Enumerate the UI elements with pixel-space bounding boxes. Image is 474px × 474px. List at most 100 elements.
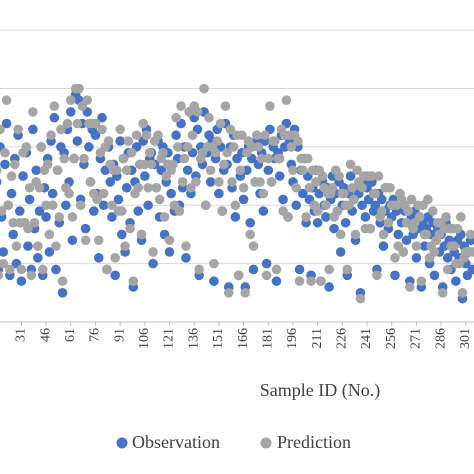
point bbox=[0, 147, 10, 158]
point bbox=[146, 159, 157, 170]
point bbox=[5, 264, 15, 275]
point bbox=[298, 188, 308, 199]
point bbox=[6, 171, 17, 181]
legend-marker bbox=[260, 437, 272, 449]
point bbox=[205, 177, 216, 187]
point bbox=[227, 177, 237, 187]
point bbox=[311, 177, 321, 187]
point bbox=[31, 165, 42, 176]
point bbox=[457, 288, 468, 298]
point bbox=[398, 247, 409, 257]
point bbox=[335, 229, 346, 240]
point bbox=[219, 159, 229, 170]
point bbox=[317, 171, 328, 181]
point bbox=[0, 247, 9, 257]
point bbox=[235, 165, 246, 176]
point bbox=[263, 153, 274, 164]
point bbox=[105, 177, 116, 187]
point bbox=[42, 159, 53, 170]
point bbox=[52, 165, 63, 176]
point bbox=[51, 241, 61, 251]
point bbox=[286, 142, 297, 152]
point bbox=[291, 200, 302, 211]
point bbox=[274, 153, 285, 164]
point bbox=[194, 264, 204, 275]
point bbox=[442, 252, 453, 263]
point bbox=[411, 241, 422, 251]
point bbox=[0, 124, 5, 135]
point bbox=[54, 212, 65, 222]
point bbox=[110, 270, 121, 281]
point bbox=[171, 130, 181, 141]
point bbox=[158, 147, 168, 158]
point bbox=[291, 182, 302, 193]
point bbox=[324, 264, 334, 275]
point bbox=[110, 252, 121, 263]
point bbox=[138, 118, 148, 129]
x-tick-label: 181 bbox=[260, 328, 275, 349]
point bbox=[238, 194, 249, 205]
point bbox=[80, 235, 91, 246]
point bbox=[21, 142, 32, 152]
point bbox=[23, 241, 33, 251]
point bbox=[263, 165, 274, 176]
point bbox=[298, 165, 308, 176]
point bbox=[65, 95, 76, 106]
point bbox=[179, 153, 190, 164]
point bbox=[47, 200, 58, 211]
point bbox=[199, 83, 209, 94]
point bbox=[238, 182, 249, 193]
point bbox=[143, 182, 153, 193]
point bbox=[116, 206, 127, 216]
point bbox=[126, 147, 137, 158]
point bbox=[355, 293, 366, 304]
point bbox=[271, 264, 282, 275]
point bbox=[377, 206, 387, 216]
point bbox=[442, 264, 453, 275]
x-tick-label: 196 bbox=[285, 328, 300, 349]
point bbox=[89, 206, 99, 216]
point bbox=[140, 171, 150, 181]
point bbox=[79, 153, 89, 164]
x-tick-label: 91 bbox=[112, 328, 127, 342]
point bbox=[385, 182, 395, 193]
point bbox=[92, 194, 102, 205]
point bbox=[271, 276, 282, 286]
point bbox=[85, 177, 96, 187]
point bbox=[107, 200, 117, 211]
point bbox=[429, 247, 440, 257]
point bbox=[223, 288, 234, 298]
point bbox=[210, 147, 221, 158]
point bbox=[181, 252, 191, 263]
point bbox=[14, 206, 25, 216]
point bbox=[334, 171, 344, 181]
point bbox=[112, 165, 122, 176]
point bbox=[82, 95, 93, 106]
point bbox=[360, 212, 371, 222]
point bbox=[465, 229, 474, 240]
point bbox=[29, 217, 40, 228]
point bbox=[120, 241, 130, 251]
point bbox=[67, 212, 78, 222]
point bbox=[182, 142, 193, 152]
point bbox=[34, 182, 45, 193]
point bbox=[33, 241, 43, 251]
point bbox=[278, 194, 288, 205]
point bbox=[212, 136, 223, 146]
point bbox=[61, 200, 71, 211]
point bbox=[47, 188, 58, 199]
x-tick-label: 106 bbox=[137, 328, 152, 349]
point bbox=[456, 212, 466, 222]
point bbox=[59, 153, 69, 164]
x-tick-label: 226 bbox=[335, 328, 350, 349]
point bbox=[312, 217, 323, 228]
point bbox=[245, 217, 255, 228]
point bbox=[69, 153, 79, 164]
point bbox=[329, 223, 339, 234]
point bbox=[247, 142, 257, 152]
point bbox=[192, 107, 203, 117]
point bbox=[335, 247, 346, 257]
point bbox=[253, 142, 264, 152]
point bbox=[74, 83, 84, 94]
point bbox=[365, 223, 376, 234]
